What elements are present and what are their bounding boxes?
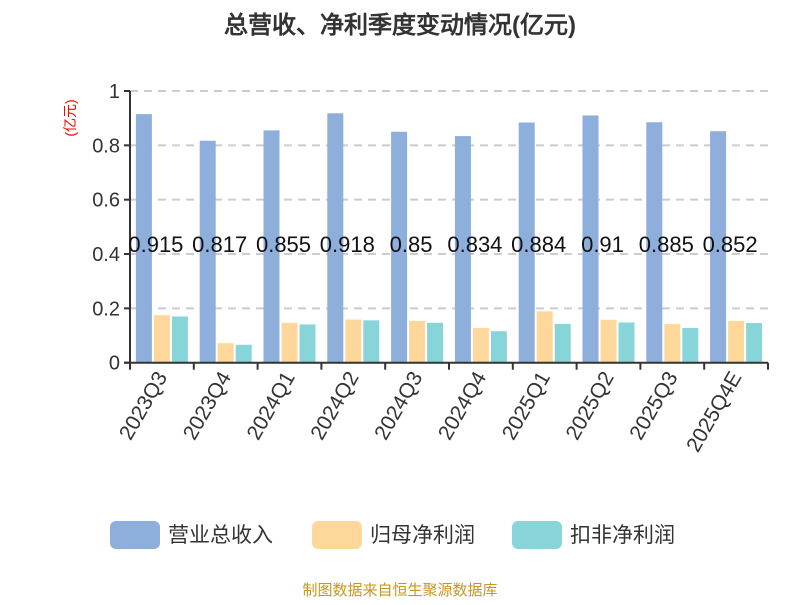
bar-2023Q3-series0	[135, 114, 152, 363]
y-tick-label: 0	[109, 353, 120, 375]
bar-2024Q4-series1	[472, 327, 489, 363]
bar-2023Q3-series2	[171, 316, 188, 363]
bar-2024Q1-series1	[281, 322, 298, 363]
x-tick-label: 2025Q4E	[682, 368, 746, 456]
bar-2025Q1-series2	[554, 323, 571, 363]
x-tick-label: 2024Q2	[306, 368, 363, 444]
y-tick-label: 0.4	[92, 244, 120, 266]
data-label: 0.884	[511, 232, 566, 257]
bar-2025Q1-series1	[536, 311, 553, 363]
bar-2025Q3-series0	[646, 122, 663, 363]
bar-2025Q3-series2	[682, 327, 699, 363]
bar-2024Q3-series1	[409, 320, 426, 363]
bar-2025Q4E-series2	[746, 323, 763, 363]
chart-title: 总营收、净利季度变动情况(亿元)	[224, 11, 576, 39]
bar-2024Q3-series2	[427, 322, 444, 363]
data-label: 0.817	[192, 232, 247, 257]
x-tick-label: 2024Q3	[370, 368, 427, 444]
footer-source: 制图数据来自恒生聚源数据库	[302, 582, 497, 599]
bar-2023Q3-series1	[153, 315, 170, 363]
legend-label[interactable]: 归母净利润	[370, 524, 475, 547]
legend-swatch[interactable]	[110, 521, 160, 549]
data-label: 0.915	[128, 232, 183, 257]
bar-2023Q4-series1	[217, 343, 234, 363]
bar-2024Q1-series2	[299, 324, 316, 363]
x-tick-label: 2025Q2	[562, 368, 619, 444]
bar-2024Q4-series0	[454, 136, 471, 363]
bar-2024Q2-series1	[345, 319, 362, 363]
bar-2025Q1-series0	[518, 122, 535, 363]
y-tick-label: 0.2	[92, 298, 120, 320]
legend-swatch[interactable]	[312, 521, 362, 549]
bar-2025Q4E-series1	[728, 320, 745, 363]
bar-2025Q4E-series0	[710, 131, 727, 363]
y-tick-label: 0.8	[92, 135, 120, 157]
data-label: 0.85	[390, 232, 433, 257]
x-tick-label: 2024Q4	[434, 367, 491, 443]
data-label: 0.834	[447, 232, 502, 257]
bar-2024Q4-series2	[490, 331, 507, 363]
x-tick-label: 2024Q1	[243, 368, 300, 444]
data-label: 0.918	[320, 232, 375, 257]
bar-2025Q2-series1	[600, 319, 617, 363]
data-label: 0.852	[703, 232, 758, 257]
bar-2024Q2-series2	[363, 320, 380, 363]
data-label: 0.885	[639, 232, 694, 257]
bar-2024Q1-series0	[263, 130, 280, 363]
y-tick-label: 1	[109, 81, 120, 103]
legend-label[interactable]: 扣非净利润	[570, 524, 675, 547]
data-label: 0.91	[581, 232, 624, 257]
legend-swatch[interactable]	[512, 521, 562, 549]
bar-2023Q4-series0	[199, 140, 216, 363]
x-tick-label: 2025Q1	[498, 368, 555, 444]
bar-2025Q3-series1	[664, 324, 681, 363]
bar-2024Q2-series0	[327, 113, 344, 363]
y-axis-label: (亿元)	[62, 99, 78, 136]
x-tick-label: 2023Q3	[115, 368, 172, 444]
bar-2025Q2-series0	[582, 115, 599, 363]
bar-2023Q4-series2	[235, 344, 252, 363]
legend-label[interactable]: 营业总收入	[168, 524, 273, 547]
x-tick-label: 2025Q3	[625, 368, 682, 444]
y-tick-label: 0.6	[92, 190, 120, 212]
data-label: 0.855	[256, 232, 311, 257]
x-tick-label: 2023Q4	[179, 367, 236, 443]
bar-2025Q2-series2	[618, 322, 635, 363]
bar-2024Q3-series0	[391, 131, 408, 363]
